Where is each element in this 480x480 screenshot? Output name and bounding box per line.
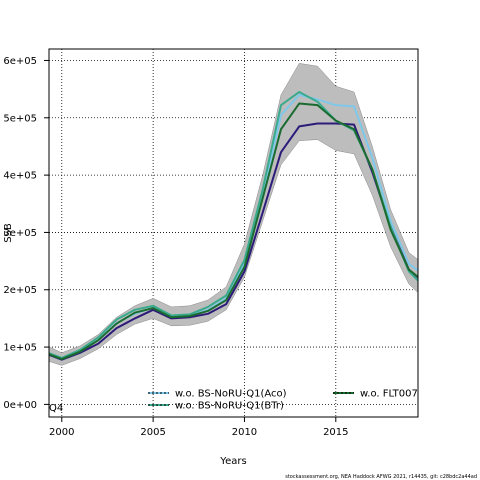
- y-tick-label-3: 3e+05: [3, 228, 37, 239]
- y-tick-label-6: 6e+05: [3, 56, 37, 67]
- legend-label-2: w.o. FLT007: [360, 389, 418, 400]
- y-tick-label-5: 5e+05: [3, 113, 37, 124]
- confidence-band-group: [49, 63, 418, 366]
- confidence-band: [49, 63, 418, 366]
- y-axis-title: SSB: [3, 223, 14, 243]
- y-tick-label-1: 1e+05: [3, 343, 37, 354]
- y-axis: 0e+00 1e+05 2e+05 3e+05 4e+05 5e+05 6e+05: [3, 56, 49, 411]
- series-line-3: [49, 102, 418, 361]
- annotation-q4: Q4: [49, 403, 63, 414]
- legend: w.o. BS-NoRU-Q1(Aco)w.o. BS-NoRU-Q1(BTr)…: [148, 389, 418, 412]
- series-line-2: [49, 90, 418, 359]
- x-axis-title: Years: [219, 456, 246, 467]
- y-tick-label-2: 2e+05: [3, 285, 37, 296]
- legend-label-0: w.o. BS-NoRU-Q1(Aco): [175, 389, 287, 400]
- plot-frame: [48, 48, 419, 418]
- x-tick-label-2: 2010: [232, 427, 257, 438]
- x-tick-label-1: 2005: [140, 427, 165, 438]
- y-tick-label-4: 4e+05: [3, 171, 37, 182]
- legend-label-1: w.o. BS-NoRU-Q1(BTr): [175, 401, 284, 412]
- x-axis: 2000 2005 2010 2015: [49, 417, 349, 438]
- x-tick-label-3: 2015: [323, 427, 348, 438]
- series-lines-group: [49, 90, 418, 361]
- footer-text: stockassessment.org, NEA Haddock AFWG 20…: [285, 474, 477, 480]
- x-tick-label-0: 2000: [49, 427, 74, 438]
- series-line-1: [49, 93, 418, 360]
- gridlines: [49, 49, 418, 417]
- y-tick-label-0: 0e+00: [3, 400, 37, 411]
